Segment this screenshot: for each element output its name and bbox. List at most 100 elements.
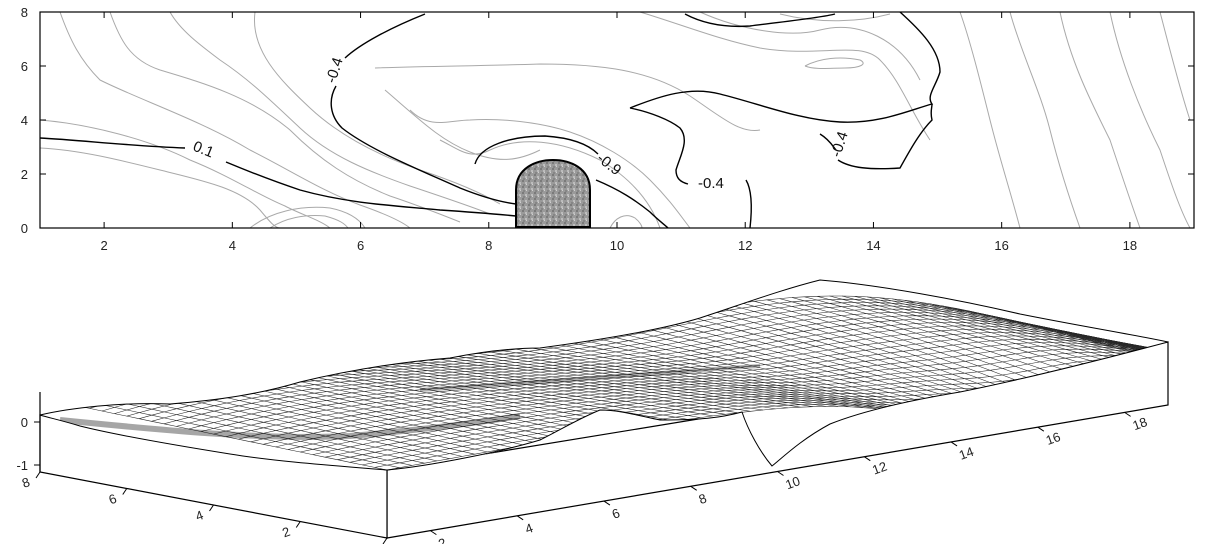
surface-x-tick-label: 8 bbox=[697, 491, 709, 508]
surface-x-tick-label: 14 bbox=[957, 444, 976, 463]
surface-x-tick bbox=[1124, 411, 1131, 417]
surface-y-tick-label: 0 bbox=[367, 540, 379, 544]
mesh-line bbox=[929, 303, 1168, 388]
contour-x-tick-label: 18 bbox=[1123, 238, 1137, 253]
surface-x-tick bbox=[603, 500, 611, 506]
mesh-line bbox=[528, 343, 876, 409]
contour-x-tick-label: 16 bbox=[994, 238, 1008, 253]
surface-y-tick bbox=[295, 521, 301, 528]
surface-x-tick-label: 4 bbox=[523, 520, 535, 537]
surface-y-tick-label: 8 bbox=[20, 474, 32, 491]
mesh-line bbox=[353, 357, 701, 418]
contour-x-tick-label: 4 bbox=[229, 238, 236, 253]
contour-label-4: -0.4 bbox=[698, 175, 724, 192]
surface-y-tick-label: 4 bbox=[193, 507, 205, 524]
contour-label-5: -0.4 bbox=[828, 129, 852, 159]
mesh-line bbox=[415, 355, 764, 411]
contour-label-2: 0.1 bbox=[191, 138, 217, 162]
mesh-line bbox=[340, 357, 688, 420]
surface-outline bbox=[39, 279, 1169, 416]
surface-y-tick bbox=[35, 471, 41, 479]
mesh-line bbox=[491, 348, 839, 407]
surface-front-edge bbox=[386, 341, 1169, 471]
mesh-line bbox=[466, 351, 814, 407]
surface-y-tick bbox=[382, 537, 388, 544]
surface-x-tick-label: 12 bbox=[870, 458, 889, 477]
mesh-line bbox=[365, 357, 713, 417]
mesh-line bbox=[390, 356, 738, 414]
mesh-line bbox=[503, 346, 851, 408]
surface-y-ticks: 0 2 4 6 8 bbox=[20, 471, 388, 544]
surface-plot: 0 -1 2 4 6 8 10 12 14 16 18 0 2 4 6 8 bbox=[16, 279, 1169, 544]
mesh-line bbox=[403, 355, 751, 412]
surface-x-tick-label: 10 bbox=[783, 473, 802, 492]
minor-contours bbox=[39, 11, 1191, 229]
surface-x-tick bbox=[777, 471, 784, 476]
mesh-line bbox=[541, 340, 889, 411]
surface-y-tick bbox=[122, 488, 128, 495]
mesh-line bbox=[1042, 328, 1168, 391]
surface-left-edge bbox=[39, 414, 388, 471]
mesh-line bbox=[428, 354, 776, 410]
mesh-line bbox=[591, 331, 939, 415]
mesh-line bbox=[578, 334, 926, 414]
contour-plot: -0.4 0.1 -0.9 -0.4 -0.4 2 4 6 8 10 12 14 16 18 0… bbox=[21, 5, 1195, 253]
mesh-line bbox=[328, 358, 676, 422]
contour-x-tick-label: 10 bbox=[610, 238, 624, 253]
mesh-line bbox=[1080, 338, 1168, 393]
mesh-line bbox=[616, 326, 964, 416]
surface-y-tick-label: 6 bbox=[107, 491, 119, 508]
surface-y-tick bbox=[209, 504, 214, 512]
contour-y-tick-label: 4 bbox=[21, 113, 28, 128]
surface-x-tick bbox=[430, 530, 437, 536]
contour-x-tick-label: 6 bbox=[357, 238, 364, 253]
mesh-line bbox=[879, 297, 1168, 390]
mesh-line bbox=[917, 301, 1168, 388]
surface-x-tick bbox=[1037, 426, 1045, 432]
surface-y-tick-label: 2 bbox=[280, 524, 292, 541]
mesh-line bbox=[516, 345, 864, 408]
mesh-line bbox=[553, 338, 901, 412]
surface-x-tick bbox=[690, 485, 697, 491]
surface-x-tick-label: 16 bbox=[1044, 429, 1063, 448]
mesh-line bbox=[378, 356, 726, 415]
surface-x-ticks: 2 4 6 8 10 12 14 16 18 bbox=[430, 411, 1150, 544]
surface-x-tick-label: 6 bbox=[610, 505, 622, 522]
mesh-line bbox=[453, 352, 801, 408]
contour-y-tick-label: 0 bbox=[21, 221, 28, 236]
mesh-line bbox=[1067, 334, 1168, 393]
contour-y-tick-label: 6 bbox=[21, 59, 28, 74]
mesh-line bbox=[1017, 322, 1168, 390]
contour-y-tick-label: 2 bbox=[21, 167, 28, 182]
mesh-line bbox=[892, 298, 1168, 389]
contour-y-tick-label: 8 bbox=[21, 5, 28, 20]
mesh-line bbox=[1055, 331, 1168, 392]
mesh-line bbox=[478, 349, 826, 407]
contour-x-tick-label: 2 bbox=[100, 238, 107, 253]
surface-x-tick-label: 18 bbox=[1131, 414, 1150, 433]
contour-label-1: -0.4 bbox=[323, 55, 347, 85]
mesh-line bbox=[1167, 358, 1168, 398]
surface-x-tick bbox=[516, 515, 524, 521]
contour-label-3: -0.9 bbox=[594, 150, 625, 179]
mesh-line bbox=[441, 353, 789, 409]
surface-z-tick-label: -1 bbox=[16, 458, 28, 473]
mesh-line bbox=[40, 397, 388, 470]
contour-x-tick-label: 14 bbox=[866, 238, 880, 253]
surface-x-tick bbox=[864, 456, 871, 462]
surface-x-tick-label: 2 bbox=[436, 535, 448, 544]
major-contours bbox=[39, 11, 941, 229]
mesh-line bbox=[566, 336, 914, 413]
contour-x-ticks: 2 4 6 8 10 12 14 16 18 bbox=[100, 12, 1137, 253]
mesh-line bbox=[904, 300, 1168, 388]
contour-y-ticks: 0 2 4 6 8 bbox=[21, 5, 1194, 236]
surface-z-tick-label: 0 bbox=[21, 415, 28, 430]
tunnel-shape bbox=[515, 158, 591, 228]
contour-x-tick-label: 12 bbox=[738, 238, 752, 253]
surface-x-tick bbox=[950, 441, 958, 447]
mesh-line bbox=[52, 393, 400, 468]
surface-z-ticks: 0 -1 bbox=[16, 415, 40, 473]
mesh-line bbox=[1030, 325, 1168, 391]
mesh-line bbox=[603, 329, 952, 416]
